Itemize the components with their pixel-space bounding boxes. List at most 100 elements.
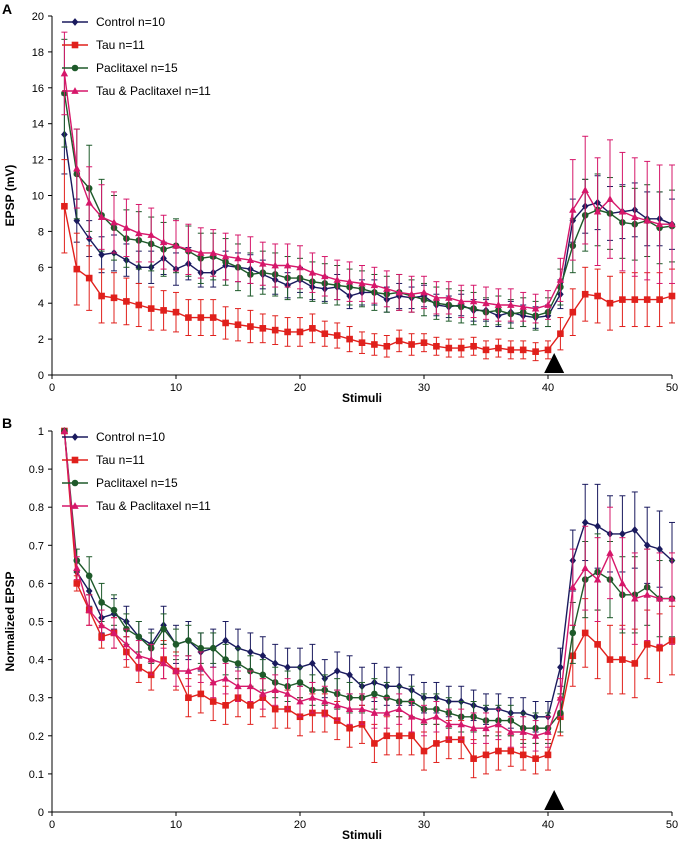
legend-item-tau: Tau n=11	[62, 453, 145, 467]
data-point	[618, 207, 627, 215]
data-point	[271, 705, 279, 713]
data-point	[495, 747, 502, 755]
data-point	[309, 659, 316, 668]
data-point	[593, 575, 602, 583]
data-point	[246, 682, 255, 690]
legend-label: Tau n=11	[96, 38, 145, 52]
data-point	[569, 583, 577, 591]
panel-a: A 0 2 4 6 8 10 12 14 16 18 20 0 10 20 30 40 50 Stimuli EPS…	[2, 1, 678, 405]
data-point	[606, 299, 614, 307]
data-point	[147, 231, 155, 238]
x-tick-label: 50	[666, 819, 678, 831]
data-point	[370, 281, 379, 289]
data-point	[172, 241, 180, 249]
data-point	[433, 342, 440, 350]
data-point	[593, 207, 602, 215]
data-point	[222, 636, 229, 645]
data-point	[557, 330, 564, 338]
data-point	[643, 541, 651, 550]
data-point	[383, 709, 391, 716]
data-point	[507, 747, 515, 755]
data-point	[544, 346, 552, 354]
data-point	[209, 314, 217, 321]
data-point	[656, 644, 663, 652]
data-point	[296, 328, 304, 336]
x-tick-label: 0	[49, 819, 55, 831]
data-point	[495, 344, 502, 352]
data-point	[408, 341, 415, 348]
data-point	[420, 288, 428, 296]
legend-swatch-marker	[71, 87, 79, 94]
data-point	[544, 728, 552, 735]
y-tick-label: 20	[32, 11, 44, 23]
data-point	[594, 522, 601, 531]
data-point	[457, 344, 465, 352]
y-tick-label: 1	[38, 426, 44, 438]
data-point	[308, 268, 317, 276]
legend-item-control: Control n=10	[62, 15, 165, 29]
data-point	[643, 216, 651, 224]
x-tick-label: 20	[294, 382, 306, 394]
data-point	[333, 667, 341, 675]
data-point	[333, 701, 341, 709]
legend-label: Control n=10	[96, 15, 165, 29]
data-point	[271, 659, 279, 668]
data-point	[371, 341, 378, 348]
data-point	[222, 702, 229, 709]
legend-item-tau_paclitaxel: Tau & Paclitaxel n=11	[62, 84, 211, 98]
y-tick-label: 12	[32, 155, 44, 167]
data-point	[557, 663, 564, 672]
data-point	[383, 342, 391, 350]
series-tau	[61, 159, 676, 362]
data-point	[284, 328, 291, 336]
data-point	[73, 216, 81, 225]
data-point	[135, 651, 143, 659]
y-tick-label: 0.4	[29, 655, 44, 667]
data-point	[655, 594, 664, 602]
data-point	[345, 705, 354, 713]
data-point	[159, 659, 168, 667]
data-point	[556, 275, 565, 283]
data-point	[432, 712, 441, 720]
data-point	[197, 663, 205, 671]
data-point	[433, 740, 440, 747]
data-point	[259, 651, 267, 660]
data-point	[519, 302, 527, 310]
data-point	[581, 518, 589, 527]
data-point	[606, 195, 614, 202]
data-point	[197, 644, 205, 652]
data-point	[296, 697, 304, 705]
legend-label: Tau n=11	[96, 453, 145, 467]
panel-label: A	[2, 1, 12, 17]
data-point	[631, 594, 639, 602]
data-point	[209, 678, 217, 686]
data-point	[358, 705, 366, 713]
y-tick-label: 0	[38, 370, 44, 382]
legend-label: Paclitaxel n=15	[96, 476, 178, 490]
data-point	[85, 198, 93, 206]
data-point	[247, 702, 254, 709]
data-point	[209, 698, 217, 705]
legend-label: Tau & Paclitaxel n=11	[96, 499, 211, 513]
stimulus-arrow-marker	[544, 353, 565, 373]
y-tick-label: 8	[38, 226, 44, 238]
data-point	[234, 682, 242, 690]
y-tick-label: 6	[38, 262, 44, 274]
data-point	[209, 249, 217, 256]
legend-label: Paclitaxel n=15	[96, 61, 178, 75]
data-point	[309, 325, 316, 332]
series-line	[63, 206, 673, 353]
data-point	[494, 301, 503, 308]
data-point	[333, 275, 341, 283]
series-line	[63, 73, 672, 310]
x-axis-label: Stimuli	[342, 391, 382, 405]
y-axis-label: Normalized EPSP	[3, 571, 17, 671]
data-point	[383, 732, 391, 740]
y-tick-label: 10	[32, 191, 44, 203]
data-point	[85, 274, 93, 282]
data-point	[668, 292, 676, 300]
data-point	[259, 671, 267, 679]
data-point	[408, 732, 415, 740]
data-point	[470, 342, 477, 350]
